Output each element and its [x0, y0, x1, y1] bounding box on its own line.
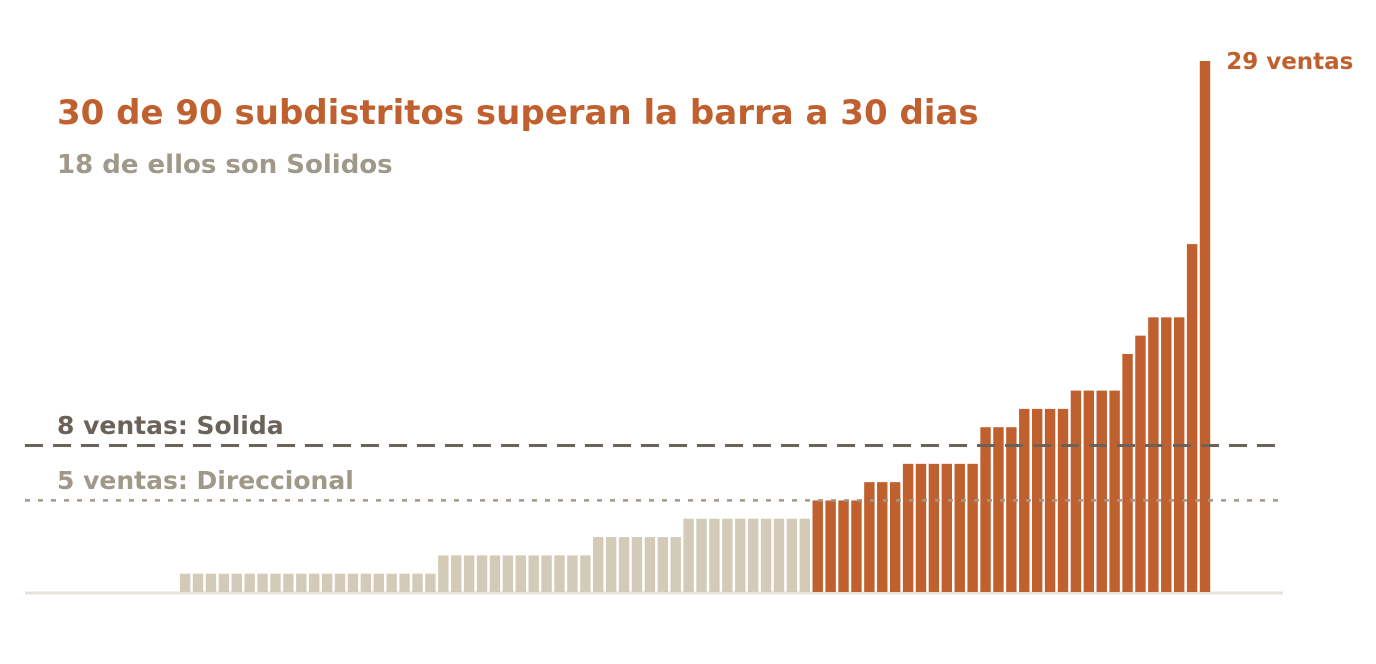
bar — [747, 518, 759, 592]
bar — [773, 518, 785, 592]
bar — [463, 555, 475, 592]
bar — [941, 463, 953, 592]
bar — [993, 427, 1004, 592]
bar — [1096, 390, 1107, 592]
bar — [786, 518, 798, 592]
bar — [515, 555, 526, 592]
bar — [580, 555, 591, 592]
chart-title: 30 de 90 subdistritos superan la barra a… — [57, 93, 979, 133]
bar — [192, 573, 204, 592]
bar — [889, 482, 901, 592]
bar — [399, 573, 410, 592]
bar — [683, 518, 694, 592]
reference-label-direccional: 5 ventas: Direccional — [57, 466, 354, 495]
bar — [1031, 408, 1043, 592]
bar — [902, 463, 914, 592]
bar — [1186, 244, 1198, 592]
bar — [851, 500, 862, 592]
bar — [373, 573, 384, 592]
reference-label-solid: 8 ventas: Solida — [57, 411, 284, 440]
bar — [347, 573, 359, 592]
bar — [709, 518, 720, 592]
bar — [877, 482, 888, 592]
bar — [360, 573, 372, 592]
bar — [593, 537, 604, 592]
bar — [1070, 390, 1082, 592]
bar — [967, 463, 978, 592]
bar — [1019, 408, 1030, 592]
bar — [928, 463, 940, 592]
bar — [179, 573, 191, 592]
bar — [567, 555, 578, 592]
bar — [1135, 335, 1146, 592]
bar — [1148, 317, 1159, 592]
bar — [412, 573, 423, 592]
bar — [1006, 427, 1017, 592]
bar — [915, 463, 927, 592]
chart-subtitle: 18 de ellos son Solidos — [57, 150, 393, 180]
bar — [812, 500, 823, 592]
bar — [1044, 408, 1056, 592]
bar — [799, 518, 810, 592]
bar — [1109, 390, 1120, 592]
bar — [670, 537, 681, 592]
bar — [270, 573, 281, 592]
bar — [218, 573, 230, 592]
bar — [554, 555, 565, 592]
bar — [605, 537, 617, 592]
bar — [657, 537, 668, 592]
bar — [321, 573, 333, 592]
bar — [451, 555, 462, 592]
bar — [980, 427, 991, 592]
bar — [386, 573, 397, 592]
bar — [231, 573, 242, 592]
bar — [618, 537, 630, 592]
bar — [244, 573, 255, 592]
bar — [954, 463, 965, 592]
bar — [825, 500, 836, 592]
bar — [1199, 61, 1211, 592]
bar — [438, 555, 449, 592]
bar — [476, 555, 488, 592]
bar — [257, 573, 268, 592]
bar — [425, 573, 436, 592]
bar — [1083, 390, 1095, 592]
bar — [1173, 317, 1185, 592]
bar — [296, 573, 307, 592]
bar — [864, 482, 875, 592]
bar — [644, 537, 656, 592]
bar — [528, 555, 539, 592]
bar — [735, 518, 746, 592]
bar — [631, 537, 643, 592]
bar — [489, 555, 501, 592]
bar — [502, 555, 514, 592]
bars-group — [179, 61, 1211, 592]
bar — [205, 573, 217, 592]
bar — [760, 518, 772, 592]
bar — [334, 573, 346, 592]
bar — [696, 518, 707, 592]
bar — [722, 518, 733, 592]
bar — [309, 573, 320, 592]
bar — [541, 555, 552, 592]
max-bar-annotation: 29 ventas — [1226, 49, 1353, 75]
bar — [1057, 408, 1069, 592]
bar — [283, 573, 294, 592]
bar — [1122, 353, 1133, 592]
bar — [838, 500, 849, 592]
bar — [1161, 317, 1172, 592]
